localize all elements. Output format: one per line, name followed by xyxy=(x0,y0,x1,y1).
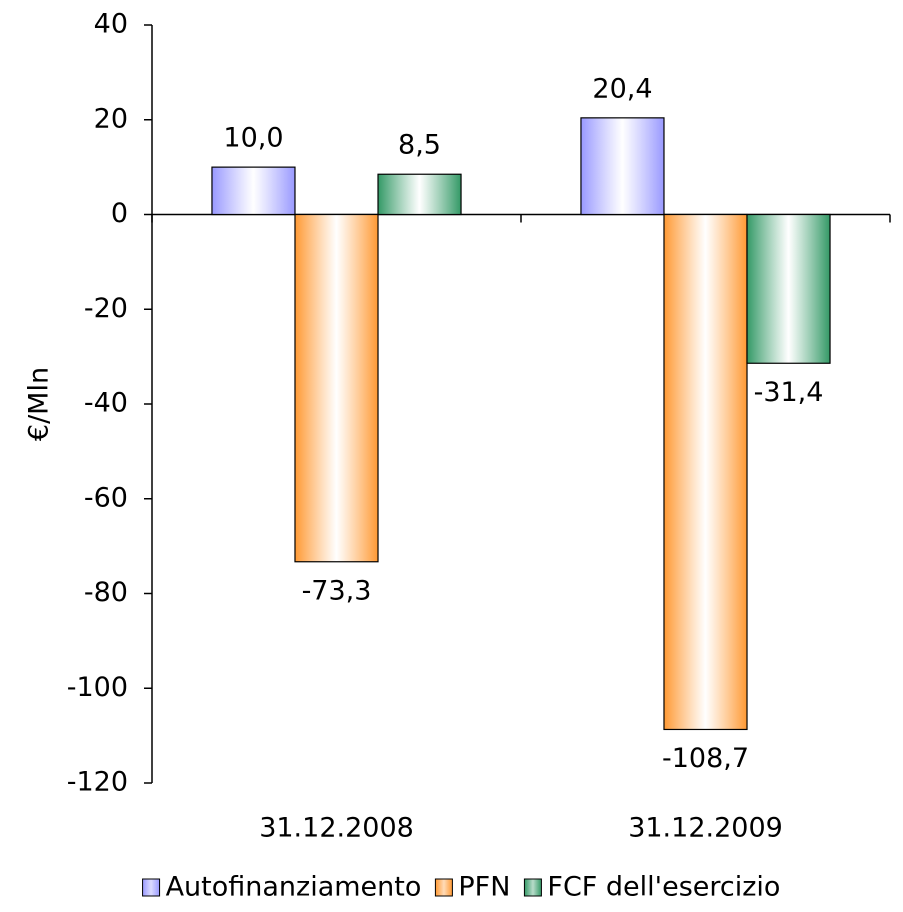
x-tick-label: 31.12.2008 xyxy=(259,813,414,844)
y-axis-label: €/Mln xyxy=(24,367,55,441)
y-tick-label: 40 xyxy=(94,9,128,40)
y-tick-label: -100 xyxy=(67,672,128,703)
bar xyxy=(211,166,296,216)
legend-label: Autofinanziamento xyxy=(166,872,422,903)
bar xyxy=(746,213,831,364)
value-label: 10,0 xyxy=(223,123,283,154)
bar xyxy=(377,173,462,216)
y-tick-label: -120 xyxy=(67,767,128,798)
bar xyxy=(580,117,665,216)
y-tick-label: 20 xyxy=(94,103,128,134)
legend-swatch xyxy=(434,878,453,897)
legend-label: FCF dell'esercizio xyxy=(547,872,780,903)
y-tick-label: -40 xyxy=(84,388,128,419)
legend: Autofinanziamento PFN FCF dell'esercizio xyxy=(142,872,780,903)
value-label: 20,4 xyxy=(592,73,652,104)
y-tick-label: 0 xyxy=(111,198,128,229)
value-label: 8,5 xyxy=(398,130,441,161)
legend-swatch xyxy=(142,878,161,897)
legend-label: PFN xyxy=(458,872,510,903)
y-tick-label: -80 xyxy=(84,577,128,608)
y-tick-label: -60 xyxy=(84,482,128,513)
bar xyxy=(294,213,379,563)
value-label: -31,4 xyxy=(754,377,824,408)
y-tick-label: -20 xyxy=(84,293,128,324)
value-label: -73,3 xyxy=(302,575,372,606)
x-tick-label: 31.12.2009 xyxy=(628,813,783,844)
value-label: -108,7 xyxy=(662,743,749,774)
bar xyxy=(663,213,748,731)
legend-swatch xyxy=(523,878,542,897)
